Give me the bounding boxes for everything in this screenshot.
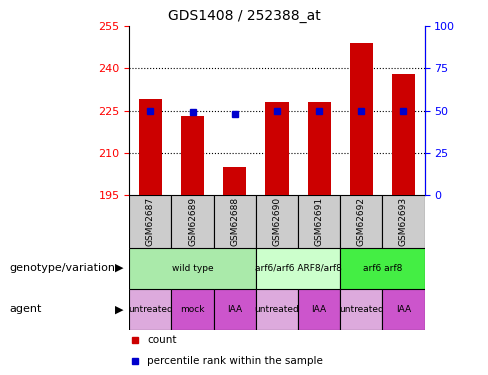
Text: GDS1408 / 252388_at: GDS1408 / 252388_at	[167, 9, 321, 23]
Text: IAA: IAA	[311, 305, 326, 314]
Bar	[256, 289, 298, 330]
Bar	[181, 116, 204, 195]
Text: percentile rank within the sample: percentile rank within the sample	[147, 356, 323, 366]
Text: untreated: untreated	[128, 305, 173, 314]
Text: IAA: IAA	[396, 305, 411, 314]
Text: GSM62688: GSM62688	[230, 196, 239, 246]
Bar	[383, 289, 425, 330]
Text: arf6/arf6 ARF8/arf8: arf6/arf6 ARF8/arf8	[255, 264, 342, 273]
Bar	[340, 289, 383, 330]
Text: GSM62691: GSM62691	[315, 196, 324, 246]
Text: count: count	[147, 335, 177, 345]
Text: mock: mock	[181, 305, 205, 314]
Bar	[256, 248, 340, 289]
Bar	[129, 195, 171, 248]
Text: ▶: ▶	[115, 263, 124, 273]
Bar	[223, 167, 246, 195]
Bar	[307, 102, 331, 195]
Text: arf6 arf8: arf6 arf8	[363, 264, 402, 273]
Bar	[171, 195, 214, 248]
Bar	[171, 289, 214, 330]
Bar	[214, 195, 256, 248]
Text: GSM62690: GSM62690	[272, 196, 282, 246]
Text: GSM62692: GSM62692	[357, 197, 366, 246]
Bar	[350, 43, 373, 195]
Bar	[139, 99, 162, 195]
Text: wild type: wild type	[172, 264, 213, 273]
Text: ▶: ▶	[115, 304, 124, 314]
Text: GSM62693: GSM62693	[399, 196, 408, 246]
Text: untreated: untreated	[339, 305, 384, 314]
Bar	[129, 248, 256, 289]
Bar	[256, 195, 298, 248]
Bar	[298, 195, 340, 248]
Bar	[383, 195, 425, 248]
Text: genotype/variation: genotype/variation	[10, 263, 116, 273]
Bar	[214, 289, 256, 330]
Bar	[392, 74, 415, 195]
Bar	[265, 102, 288, 195]
Bar	[340, 195, 383, 248]
Text: GSM62689: GSM62689	[188, 196, 197, 246]
Text: GSM62687: GSM62687	[146, 196, 155, 246]
Bar	[298, 289, 340, 330]
Text: untreated: untreated	[255, 305, 299, 314]
Text: agent: agent	[10, 304, 42, 314]
Bar	[340, 248, 425, 289]
Text: IAA: IAA	[227, 305, 243, 314]
Bar	[129, 289, 171, 330]
